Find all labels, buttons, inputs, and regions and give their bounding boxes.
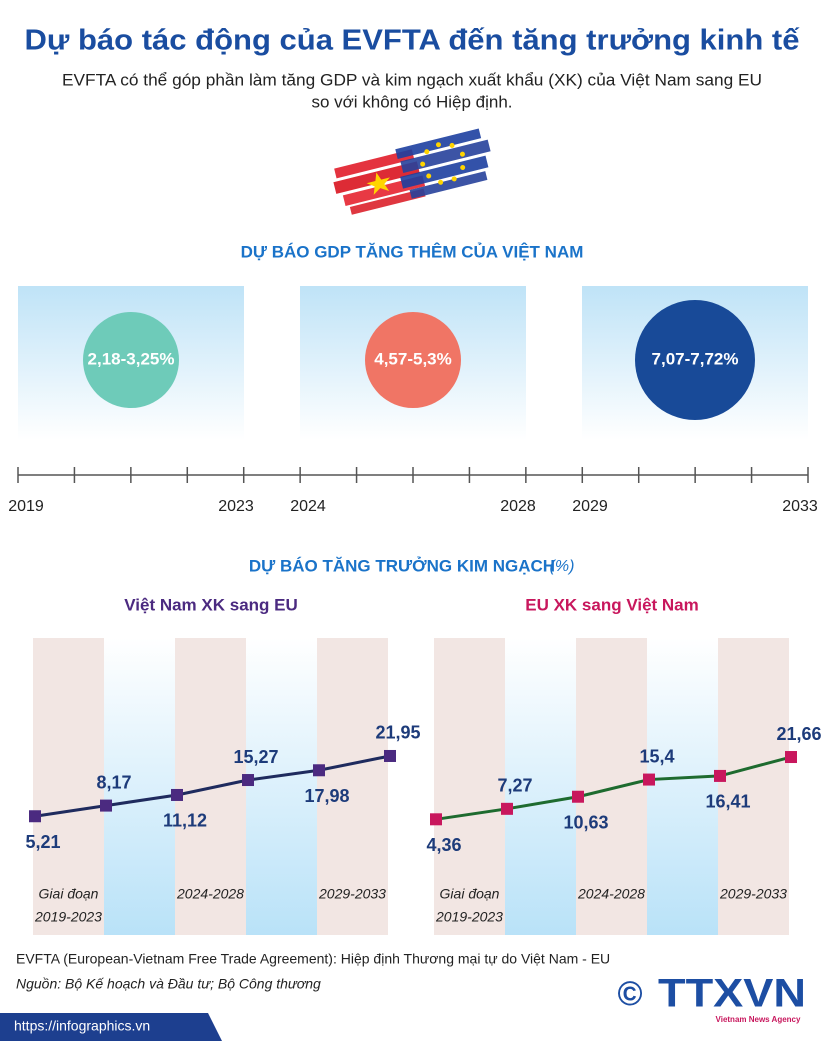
value-label: 15,4 <box>639 746 674 766</box>
period-band <box>104 638 175 935</box>
footnote: EVFTA (European-Vietnam Free Trade Agree… <box>16 951 610 967</box>
year-label: 2023 <box>218 498 254 515</box>
value-label: 4,36 <box>426 835 461 855</box>
period-label: 2019-2023 <box>34 909 102 925</box>
subtitle: so với không có Hiệp định. <box>311 92 512 111</box>
year-label: 2019 <box>8 498 44 515</box>
line <box>435 755 792 821</box>
marker <box>643 773 655 786</box>
gdp-value: 2,18-3,25% <box>88 349 175 368</box>
title: Dự báo tác động của EVFTA đến tăng trưởn… <box>25 25 801 57</box>
value-label: 16,41 <box>705 792 750 812</box>
period-band <box>718 638 789 935</box>
year-label: 2024 <box>290 498 326 515</box>
marker <box>242 774 254 787</box>
marker <box>100 799 112 812</box>
value-label: 10,63 <box>563 812 608 832</box>
marker <box>785 751 797 764</box>
marker <box>313 764 325 777</box>
year-label: 2028 <box>500 498 536 515</box>
period-band <box>505 638 576 935</box>
source: Nguồn: Bộ Kế hoạch và Đầu tư; Bộ Công th… <box>16 976 321 992</box>
section-heading: DỰ BÁO GDP TĂNG THÊM CỦA VIỆT NAM <box>241 242 584 261</box>
url-bar <box>0 1013 222 1041</box>
period-label: 2029-2033 <box>318 886 386 902</box>
agency-name: Vietnam News Agency <box>716 1015 801 1024</box>
marker <box>501 802 513 815</box>
gdp-circle <box>635 300 755 420</box>
gdp-value: 7,07-7,72% <box>652 349 739 368</box>
gdp-value: 4,57-5,3% <box>374 349 452 368</box>
marker <box>171 788 183 801</box>
gdp-circle <box>83 312 179 408</box>
period-label: 2019-2023 <box>435 909 503 925</box>
flag-illustration <box>333 128 491 215</box>
period-label: Giai đoạn <box>39 886 99 902</box>
period-band <box>647 638 718 935</box>
trade-charts: Việt Nam XK sang EU Giai đoạn 2019-2023 202… <box>25 595 822 935</box>
period-label: 2029-2033 <box>719 886 787 902</box>
logo: TTXVN <box>658 972 806 1016</box>
value-label: 21,95 <box>375 723 420 743</box>
period-label: Giai đoạn <box>440 886 500 902</box>
period-label: 2024-2028 <box>176 886 244 902</box>
value-label: 8,17 <box>96 772 131 792</box>
line <box>34 754 391 818</box>
period-band <box>33 638 104 935</box>
period-band <box>434 638 505 935</box>
chart-title: EU XK sang Việt Nam <box>525 595 699 614</box>
section-unit: (%) <box>550 558 575 575</box>
url[interactable]: https://infographics.vn <box>14 1018 150 1034</box>
marker <box>29 810 41 823</box>
value-label: 5,21 <box>25 832 60 852</box>
value-label: 15,27 <box>233 747 278 767</box>
marker <box>714 769 726 782</box>
value-label: 7,27 <box>497 776 532 796</box>
value-label: 21,66 <box>776 724 821 744</box>
subtitle: EVFTA có thể góp phần làm tăng GDP và ki… <box>62 70 762 89</box>
year-label: 2033 <box>782 498 818 515</box>
value-label: 17,98 <box>304 786 349 806</box>
gdp-section: 2,18-3,25% 2019 2023 4,57-5,3% 2024 2028 7,07-… <box>8 286 818 515</box>
copyright: © <box>617 975 642 1013</box>
gdp-circle <box>365 312 461 408</box>
period-band <box>576 638 647 935</box>
chart-title: Việt Nam XK sang EU <box>124 595 298 614</box>
marker <box>572 790 584 803</box>
year-label: 2029 <box>572 498 608 515</box>
marker <box>430 813 442 826</box>
period-band <box>246 638 317 935</box>
section-heading: DỰ BÁO TĂNG TRƯỞNG KIM NGẠCH <box>249 556 555 575</box>
period-label: 2024-2028 <box>577 886 645 902</box>
marker <box>384 749 396 762</box>
period-band <box>317 638 388 935</box>
value-label: 11,12 <box>163 811 207 831</box>
